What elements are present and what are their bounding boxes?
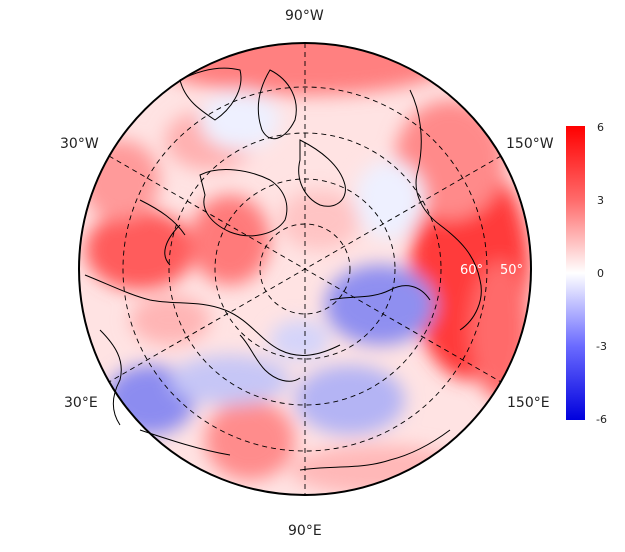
- colorbar-tick-6: 6: [597, 121, 604, 134]
- scandinavia-coast: [139, 199, 186, 236]
- alaska-siberia-coast: [409, 89, 482, 331]
- colorbar-tick-neg3: -3: [596, 340, 607, 353]
- colorbar-tick-neg6: -6: [596, 413, 607, 426]
- colorbar: [566, 126, 585, 420]
- taimyr-coast: [239, 334, 301, 382]
- map-boundary: [78, 42, 532, 496]
- eurasia-north-coast: [84, 274, 341, 356]
- colorbar-tick-3: 3: [597, 194, 604, 207]
- lat-label-50: 50°: [500, 263, 523, 278]
- graticule: [108, 43, 502, 495]
- colorbar-tick-0: 0: [597, 267, 604, 280]
- northern-canada-coast: [179, 67, 242, 121]
- lon-label-150e: 150°E: [507, 395, 550, 411]
- lon-label-150w: 150°W: [506, 136, 554, 152]
- greenland-coast: [199, 169, 288, 237]
- lon-label-30w: 30°W: [60, 136, 99, 152]
- europe-coast: [99, 329, 122, 426]
- canadian-archipelago-coast: [257, 69, 297, 140]
- meridian-150w-30e: [108, 155, 502, 383]
- anomaly-field: [79, 43, 531, 495]
- lon-label-90w: 90°W: [285, 8, 324, 24]
- east-siberia-coast: [329, 285, 431, 301]
- central-asia-border: [299, 429, 451, 471]
- archipelago-coast: [298, 139, 346, 207]
- lon-label-30e: 30°E: [64, 395, 98, 411]
- iceland-coast: [164, 224, 181, 266]
- lon-label-90e: 90°E: [288, 523, 322, 539]
- lat-label-60: 60°: [460, 263, 483, 278]
- lat-circle-50: [122, 86, 488, 452]
